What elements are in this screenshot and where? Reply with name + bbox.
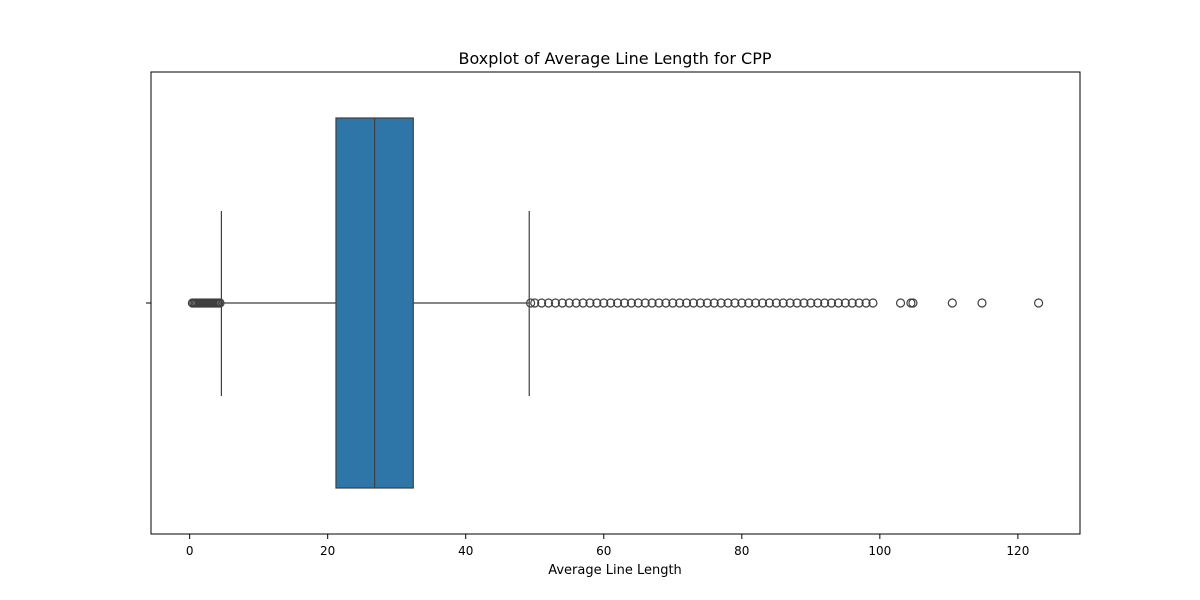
x-tick-label: 20	[320, 544, 335, 558]
outlier-point	[640, 298, 650, 308]
x-tick-label: 60	[596, 544, 611, 558]
outlier-point	[215, 298, 225, 308]
outlier-point	[716, 298, 726, 308]
outlier-point	[751, 298, 761, 308]
outlier-point	[571, 298, 581, 308]
outlier-point	[612, 298, 623, 308]
outlier-point	[947, 298, 957, 308]
outlier-point	[868, 298, 878, 308]
outlier-point	[702, 298, 712, 308]
outlier-point	[526, 298, 536, 308]
outlier-point	[806, 298, 816, 308]
outlier-point	[813, 298, 823, 308]
outlier-point	[820, 298, 830, 308]
outlier-point	[606, 298, 616, 308]
outlier-point	[730, 298, 740, 308]
outlier-point	[744, 298, 754, 308]
outlier-point	[578, 298, 588, 308]
outlier-point	[668, 298, 678, 308]
outlier-point	[840, 298, 850, 308]
outlier-point	[619, 298, 630, 308]
outlier-point	[688, 298, 699, 308]
outlier-point	[592, 298, 602, 308]
outlier-point	[737, 298, 747, 308]
chart-title: Boxplot of Average Line Length for CPP	[458, 49, 771, 68]
outlier-point	[785, 298, 795, 308]
outlier-point	[709, 298, 719, 308]
outlier-point	[833, 298, 844, 308]
outlier-point	[564, 298, 574, 308]
outlier-point	[537, 298, 547, 308]
outlier-point	[792, 298, 802, 308]
x-tick-label: 0	[186, 544, 194, 558]
outlier-point	[550, 298, 561, 308]
outlier-point	[543, 298, 554, 308]
outlier-point	[778, 298, 788, 308]
outlier-point	[764, 298, 775, 308]
outlier-point	[895, 298, 906, 308]
outlier-point	[661, 298, 671, 308]
outlier-point	[695, 298, 705, 308]
outlier-point	[771, 298, 781, 308]
outlier-point	[681, 298, 692, 308]
outlier-point	[1033, 298, 1044, 308]
plot-area: 0 20 40 60 80 100 120	[146, 71, 1081, 558]
x-tick-label: 80	[734, 544, 749, 558]
outlier-point	[633, 298, 643, 308]
outlier-point	[861, 298, 871, 308]
x-tick-label: 120	[1006, 544, 1029, 558]
outlier-point	[585, 298, 595, 308]
x-tick-label: 40	[458, 544, 473, 558]
outlier-point	[654, 298, 664, 308]
x-tick-label: 100	[868, 544, 891, 558]
outlier-point	[854, 298, 864, 308]
outlier-point	[599, 298, 609, 308]
outlier-point	[826, 298, 837, 308]
outlier-point	[723, 298, 733, 308]
outlier-point	[977, 298, 987, 308]
x-axis-label: Average Line Length	[548, 563, 682, 578]
outlier-point	[847, 298, 857, 308]
outlier-point	[757, 298, 768, 308]
outlier-point	[626, 298, 636, 308]
outlier-point	[530, 298, 540, 308]
outlier-point	[557, 298, 567, 308]
outlier-point	[908, 298, 918, 308]
outlier-point	[675, 298, 685, 308]
outlier-point	[647, 298, 657, 308]
outlier-point	[799, 298, 809, 308]
